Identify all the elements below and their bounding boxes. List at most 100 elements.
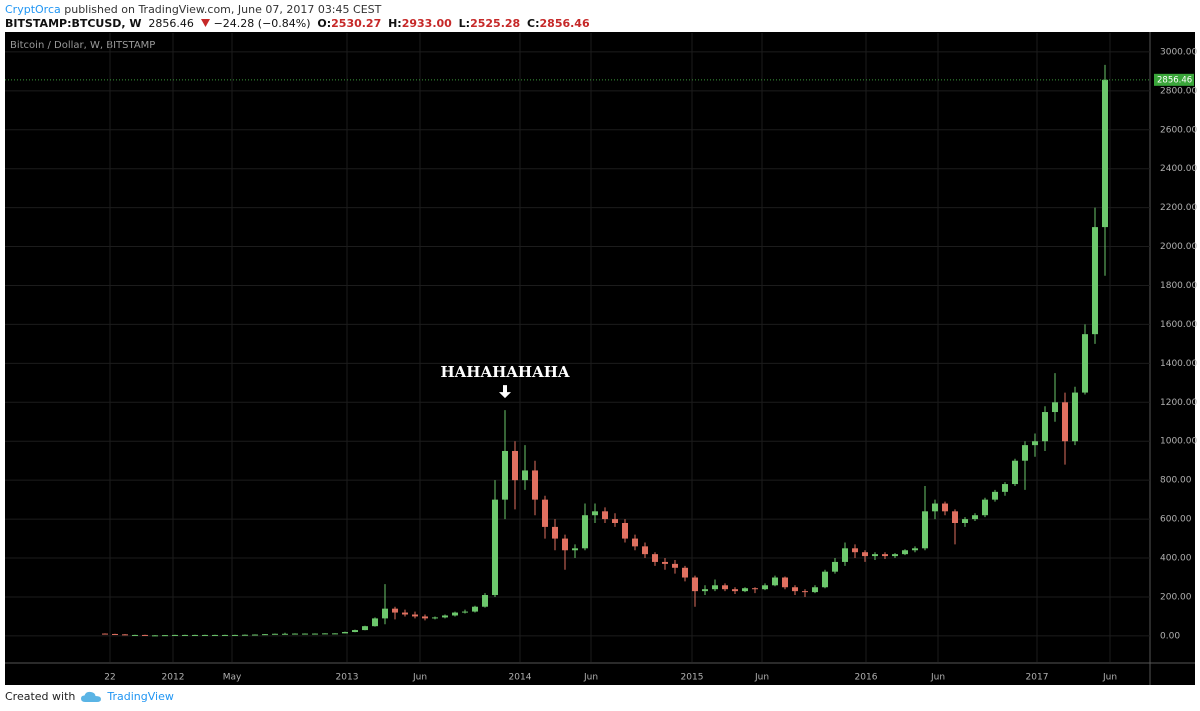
candle-body: [142, 634, 148, 636]
y-tick-label: 400.00: [1160, 554, 1192, 564]
candle-body: [262, 634, 268, 636]
candle-body: [652, 554, 658, 562]
y-tick-label: 600.00: [1160, 515, 1192, 525]
candle-body: [162, 635, 168, 637]
brand[interactable]: TradingView: [107, 690, 174, 703]
candle-body: [662, 561, 668, 564]
candle-body: [542, 499, 548, 527]
candle-body: [452, 612, 458, 616]
last-price-label: 2856.46: [1157, 75, 1192, 85]
x-tick-label: Jun: [583, 673, 598, 683]
x-tick-label: Jun: [930, 673, 945, 683]
y-tick-label: 1000.00: [1160, 437, 1197, 447]
candle-body: [292, 633, 298, 635]
candle-body: [392, 608, 398, 613]
candle-body: [372, 618, 378, 627]
candle-body: [682, 567, 688, 578]
symbol: BITSTAMP:BTCUSD, W: [5, 17, 142, 30]
x-tick-label: 2012: [162, 673, 185, 683]
candle-body: [822, 571, 828, 588]
candle-body: [832, 561, 838, 572]
candle-body: [222, 634, 228, 636]
y-tick-label: 2400.00: [1160, 164, 1197, 174]
candle-body: [722, 585, 728, 590]
candle-body: [1082, 334, 1088, 393]
low-label: L:: [458, 17, 471, 30]
candle-body: [792, 587, 798, 592]
low: 2525.28: [470, 17, 521, 30]
x-tick-label: 2015: [681, 673, 704, 683]
down-arrow: [200, 19, 210, 27]
y-tick-label: 200.00: [1160, 592, 1192, 602]
author[interactable]: CryptOrca: [5, 3, 61, 16]
candle-body: [492, 499, 498, 596]
y-tick-label: 2800.00: [1160, 86, 1197, 96]
x-tick-label: 2017: [1026, 673, 1049, 683]
candle-body: [242, 634, 248, 636]
candle-body: [102, 633, 108, 635]
candle-body: [582, 515, 588, 549]
open: 2530.27: [331, 17, 382, 30]
candle-body: [642, 546, 648, 555]
candle-body: [192, 634, 198, 636]
x-tick-label: 2013: [336, 673, 359, 683]
candle-body: [622, 523, 628, 539]
x-tick-label: May: [223, 673, 242, 683]
published: published on TradingView.com, June 07, 2…: [64, 3, 382, 16]
candle-body: [842, 548, 848, 562]
candle-body: [952, 511, 958, 524]
candle-body: [362, 626, 368, 631]
candle-body: [282, 633, 288, 635]
y-tick-label: 1400.00: [1160, 359, 1197, 369]
candle-body: [612, 519, 618, 524]
candle-body: [902, 550, 908, 555]
candle-body: [702, 589, 708, 592]
candle-body: [412, 614, 418, 617]
candle-body: [1032, 441, 1038, 446]
candle-body: [1052, 402, 1058, 413]
y-tick-label: 3000.00: [1160, 47, 1197, 57]
candle-body: [812, 587, 818, 593]
candle-body: [672, 563, 678, 568]
candle-body: [892, 554, 898, 557]
candle-body: [522, 470, 528, 481]
change: −24.28 (−0.84%): [213, 17, 311, 30]
y-tick-label: 1800.00: [1160, 281, 1197, 291]
x-tick-label: 2014: [509, 673, 532, 683]
y-tick-label: 2000.00: [1160, 242, 1197, 252]
candle-body: [602, 511, 608, 520]
candle-body: [302, 633, 308, 635]
candle-body: [172, 634, 178, 636]
candle-body: [992, 491, 998, 500]
close: 2856.46: [539, 17, 590, 30]
candle-body: [512, 450, 518, 481]
candle-body: [962, 519, 968, 524]
candle-body: [472, 606, 478, 612]
annotation-arrow: [499, 385, 511, 399]
x-tick-label: Jun: [412, 673, 427, 683]
candle-body: [1072, 392, 1078, 442]
close-label: C:: [527, 17, 540, 30]
candle-body: [272, 633, 278, 635]
footer-text: Created with: [5, 690, 76, 703]
chart-title: Bitcoin / Dollar, W, BITSTAMP: [10, 40, 155, 51]
candle-body: [872, 554, 878, 557]
candle-body: [932, 503, 938, 512]
candle-body: [232, 634, 238, 636]
last-price: 2856.46: [148, 17, 194, 30]
y-tick-label: 2600.00: [1160, 125, 1197, 135]
x-tick-label: 22: [104, 673, 115, 683]
candle-body: [352, 630, 358, 633]
candle-body: [442, 615, 448, 618]
candle-body: [1102, 79, 1108, 228]
y-tick-label: 1600.00: [1160, 320, 1197, 330]
header-line: CryptOrca published on TradingView.com, …: [5, 3, 381, 16]
candle-body: [1092, 227, 1098, 335]
candle-body: [322, 633, 328, 635]
candle-body: [772, 577, 778, 586]
candle-body: [712, 585, 718, 590]
candle-body: [382, 608, 388, 619]
candle-body: [802, 591, 808, 593]
candle-body: [1022, 445, 1028, 461]
